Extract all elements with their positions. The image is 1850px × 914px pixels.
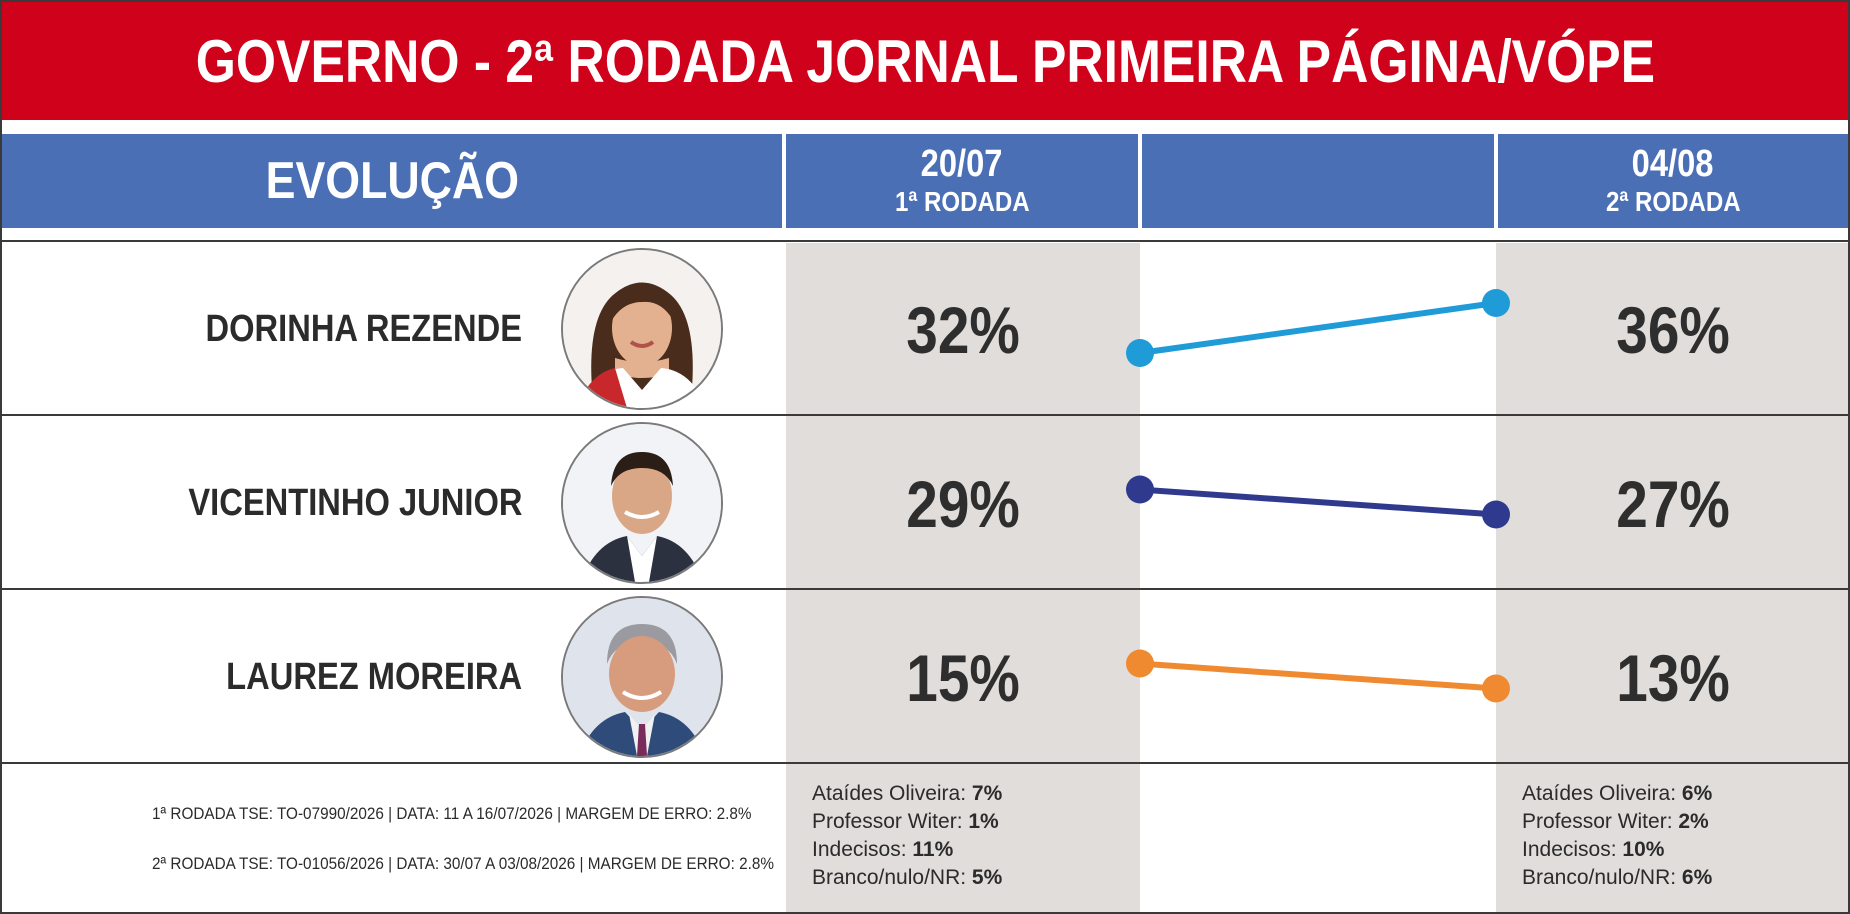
round-2-date: 04/08 xyxy=(1632,143,1714,185)
others-row: Professor Witer: 2% xyxy=(1522,810,1709,833)
round-2-label: 2ª RODADA xyxy=(1605,186,1741,217)
header-trend xyxy=(1142,134,1494,228)
divider xyxy=(2,240,1848,242)
woman-portrait-icon xyxy=(561,248,723,410)
man-portrait-icon xyxy=(561,422,723,584)
trend-line xyxy=(1139,660,1497,692)
round-1-label: 1ª RODADA xyxy=(894,186,1030,217)
round-1-value: 29% xyxy=(906,467,1020,541)
others-round-1: Ataídes Oliveira: 7% Professor Witer: 1%… xyxy=(812,780,1002,892)
round-2-column xyxy=(1496,243,1848,912)
others-row: Ataídes Oliveira: 6% xyxy=(1522,782,1713,805)
others-row: Professor Witer: 1% xyxy=(812,810,999,833)
others-row: Indecisos: 10% xyxy=(1522,838,1665,861)
man-portrait-icon xyxy=(561,596,723,758)
others-round-2: Ataídes Oliveira: 6% Professor Witer: 2%… xyxy=(1522,780,1712,892)
round-2-value: 27% xyxy=(1616,467,1730,541)
header-round-2: 04/08 2ª RODADA xyxy=(1498,134,1848,228)
others-row: Ataídes Oliveira: 7% xyxy=(812,782,1003,805)
title-bar: GOVERNO - 2ª RODADA JORNAL PRIMEIRA PÁGI… xyxy=(2,2,1848,120)
candidate-name: DORINHA REZENDE xyxy=(205,307,522,350)
candidate-name: LAUREZ MOREIRA xyxy=(226,655,522,698)
chart-title: GOVERNO - 2ª RODADA JORNAL PRIMEIRA PÁGI… xyxy=(195,27,1655,95)
round-2-value: 13% xyxy=(1616,641,1730,715)
round-2-value: 36% xyxy=(1616,293,1730,367)
divider xyxy=(2,414,1848,416)
trend-line xyxy=(1139,486,1497,518)
trend-point xyxy=(1126,475,1154,504)
divider xyxy=(2,588,1848,590)
round-1-column xyxy=(786,243,1140,912)
methodology-round-2: 2ª RODADA TSE: TO-01056/2026 | DATA: 30/… xyxy=(152,854,774,873)
trend-point xyxy=(1126,649,1154,678)
header-round-1: 20/07 1ª RODADA xyxy=(786,134,1138,228)
others-row: Branco/nulo/NR: 5% xyxy=(812,866,1003,889)
trend-point xyxy=(1482,500,1510,529)
header-evolution: EVOLUÇÃO xyxy=(2,134,782,228)
trend-point xyxy=(1482,674,1510,703)
methodology-round-1: 1ª RODADA TSE: TO-07990/2026 | DATA: 11 … xyxy=(152,804,752,823)
round-1-value: 32% xyxy=(906,293,1020,367)
others-row: Indecisos: 11% xyxy=(812,838,954,861)
trend-line xyxy=(1139,300,1497,356)
round-1-value: 15% xyxy=(906,641,1020,715)
header-evolution-label: EVOLUÇÃO xyxy=(265,152,519,210)
trend-point xyxy=(1126,339,1154,367)
round-1-date: 20/07 xyxy=(921,143,1003,185)
divider xyxy=(2,762,1848,764)
candidate-name: VICENTINHO JUNIOR xyxy=(187,481,522,524)
others-row: Branco/nulo/NR: 6% xyxy=(1522,866,1713,889)
trend-point xyxy=(1482,289,1510,317)
